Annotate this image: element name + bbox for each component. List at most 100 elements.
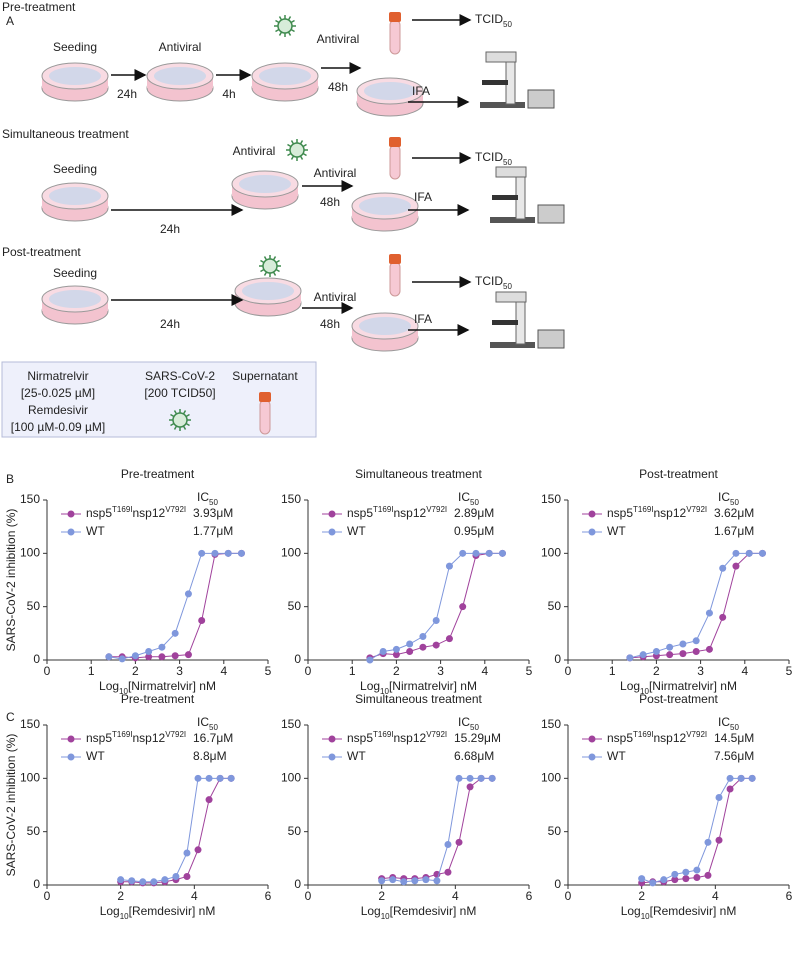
data-point xyxy=(652,647,660,655)
x-tick-label: 2 xyxy=(638,889,645,903)
cells xyxy=(49,67,101,85)
legend-label-part: nsp5 xyxy=(86,506,112,520)
tube-cap xyxy=(389,12,401,22)
data-point xyxy=(158,653,166,661)
scope-base xyxy=(490,342,535,348)
data-point xyxy=(211,549,219,557)
fit-curve xyxy=(120,777,232,884)
x-tick-label: 5 xyxy=(265,664,272,678)
data-point xyxy=(433,877,441,885)
y-tick-label: 100 xyxy=(541,546,561,560)
x-tick-label: 3 xyxy=(176,664,183,678)
readout: TCID50 xyxy=(475,12,512,28)
data-point xyxy=(666,651,674,659)
x-tick-label: 2 xyxy=(393,664,400,678)
legend-label: WT xyxy=(607,524,626,538)
data-point xyxy=(444,868,452,876)
data-point xyxy=(715,836,723,844)
data-point xyxy=(400,878,408,886)
data-point xyxy=(237,549,245,557)
data-point xyxy=(105,653,113,661)
data-point xyxy=(205,796,213,804)
y-tick-label: 0 xyxy=(554,877,561,891)
y-axis-label: SARS-CoV-2 inhibition (%) xyxy=(4,734,18,877)
cells xyxy=(242,282,294,300)
y-tick-label: 100 xyxy=(20,546,40,560)
legend-label-part: T169I xyxy=(633,505,653,514)
data-point xyxy=(128,877,136,885)
x-tick-label: 2 xyxy=(653,664,660,678)
x-tick-label: 2 xyxy=(378,889,385,903)
data-point xyxy=(732,549,740,557)
ic50-value: 0.95μM xyxy=(454,524,494,538)
x-axis-label-part: Log xyxy=(621,904,641,918)
data-point xyxy=(705,645,713,653)
virus-body xyxy=(172,412,188,428)
data-point xyxy=(719,564,727,572)
legend-label: nsp5T169Insp12V792I xyxy=(347,505,447,521)
ic50-header-part: IC xyxy=(458,490,470,504)
x-tick-label: 1 xyxy=(88,664,95,678)
x-axis-label-part: 10 xyxy=(120,912,129,921)
ic50-header-part: 50 xyxy=(470,498,479,507)
step-label: Antiviral xyxy=(159,40,202,54)
chart-title: Post-treatment xyxy=(639,692,718,706)
x-axis-label-part: 10 xyxy=(640,687,649,696)
scope-head xyxy=(495,166,527,178)
legend-label-part: V792I xyxy=(686,730,707,739)
x-axis-label-part: 10 xyxy=(641,912,650,921)
legend-label-part: nsp12 xyxy=(133,506,166,520)
legend-label-part: T169I xyxy=(112,730,132,739)
x-axis-label: Log10[Nirmatrelvir] nM xyxy=(620,679,737,695)
cells xyxy=(359,317,411,335)
panel-label: B xyxy=(6,472,14,486)
y-tick-label: 50 xyxy=(288,599,302,613)
ic50-header-part: 50 xyxy=(730,723,739,732)
scope-box xyxy=(527,89,555,109)
legend-label: WT xyxy=(607,749,626,763)
legend-label-part: nsp5 xyxy=(86,731,112,745)
panel-label: A xyxy=(6,14,14,28)
data-point xyxy=(422,876,430,884)
ic50-header-part: IC xyxy=(197,715,209,729)
time-label: 4h xyxy=(222,87,235,101)
x-tick-label: 5 xyxy=(786,664,793,678)
time-label: 24h xyxy=(160,317,180,331)
data-point xyxy=(704,871,712,879)
data-point xyxy=(194,774,202,782)
x-tick-label: 2 xyxy=(117,889,124,903)
x-tick-label: 5 xyxy=(526,664,533,678)
legend-text: SARS-CoV-2 xyxy=(145,369,215,383)
data-point xyxy=(184,590,192,598)
data-point xyxy=(227,774,235,782)
readout-part: TCID xyxy=(475,12,503,26)
data-point xyxy=(445,562,453,570)
data-point xyxy=(737,774,745,782)
section-title: Post-treatment xyxy=(2,245,81,259)
data-point xyxy=(704,838,712,846)
y-tick-label: 50 xyxy=(27,824,41,838)
x-axis-label-part: 10 xyxy=(380,687,389,696)
data-point xyxy=(660,876,668,884)
tube-cap xyxy=(259,392,271,402)
ic50-value: 16.7μM xyxy=(193,731,233,745)
legend-marker xyxy=(328,735,336,743)
x-tick-label: 0 xyxy=(565,664,572,678)
virus-body xyxy=(277,18,293,34)
ic50-value: 3.62μM xyxy=(714,506,754,520)
tube xyxy=(259,399,271,435)
readout-part: TCID xyxy=(475,150,503,164)
fit-curve xyxy=(120,777,232,883)
x-tick-label: 6 xyxy=(265,889,272,903)
data-point xyxy=(150,878,158,886)
x-axis-label: Log10[Nirmatrelvir] nM xyxy=(99,679,216,695)
legend-marker xyxy=(328,753,336,761)
legend-label: nsp5T169Insp12V792I xyxy=(86,505,186,521)
y-tick-label: 0 xyxy=(294,652,301,666)
legend-label-part: nsp12 xyxy=(654,731,687,745)
x-axis-label-part: 10 xyxy=(119,687,128,696)
x-tick-label: 0 xyxy=(565,889,572,903)
data-point xyxy=(158,643,166,651)
legend-label-part: nsp12 xyxy=(394,731,427,745)
data-point xyxy=(411,877,419,885)
